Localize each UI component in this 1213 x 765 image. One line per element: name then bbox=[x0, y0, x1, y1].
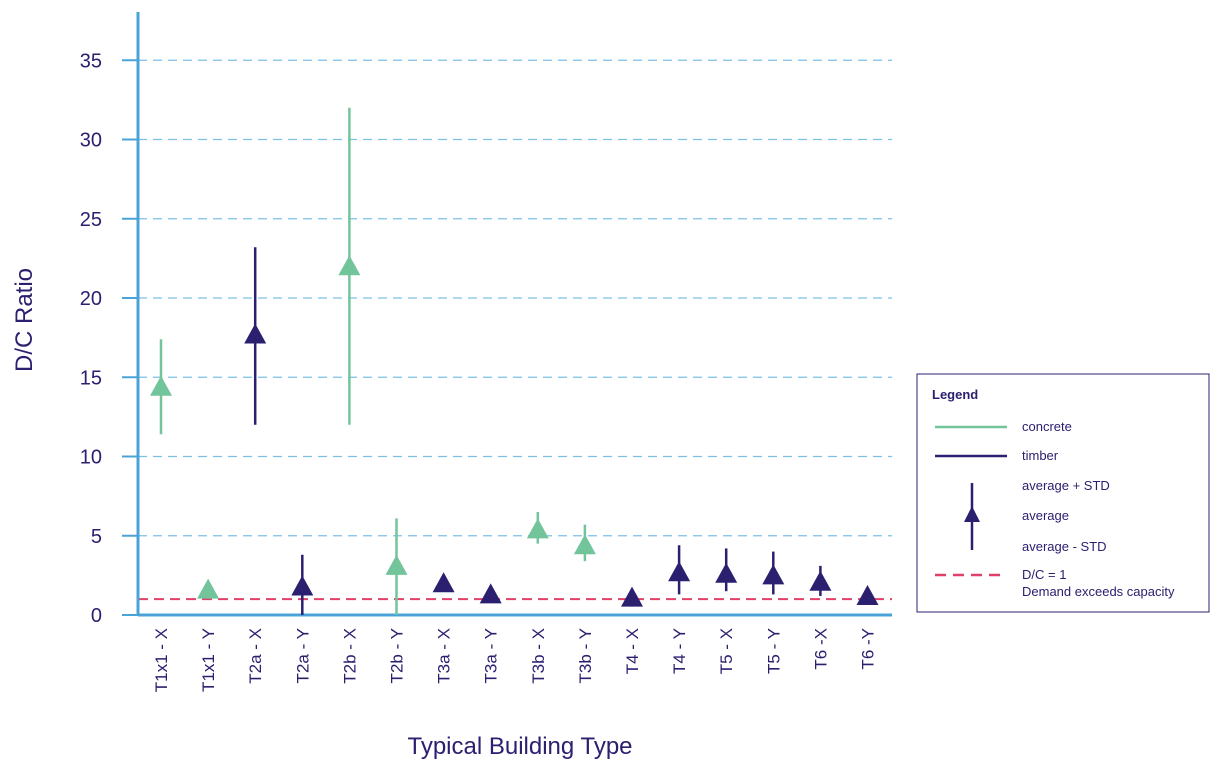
average-marker bbox=[385, 554, 408, 575]
legend-title: Legend bbox=[932, 387, 978, 402]
legend-avg: average bbox=[1022, 508, 1069, 523]
x-category-label: T6 -X bbox=[811, 628, 830, 670]
average-marker bbox=[479, 583, 502, 604]
data-marks bbox=[150, 107, 879, 615]
y-tick-label: 30 bbox=[80, 130, 102, 152]
y-axis-title: D/C Ratio bbox=[11, 268, 38, 372]
y-tick-label: 20 bbox=[80, 288, 102, 310]
x-category-label: T2b - X bbox=[340, 628, 359, 684]
x-category-label: T3b - Y bbox=[576, 628, 595, 683]
y-tick-labels: 0 5 10 15 20 25 30 35 bbox=[80, 50, 138, 627]
y-tick-label: 15 bbox=[80, 367, 102, 389]
average-marker bbox=[621, 586, 643, 607]
average-marker bbox=[291, 575, 314, 596]
x-axis-title: Typical Building Type bbox=[407, 733, 632, 760]
x-category-label: T2a - X bbox=[246, 628, 265, 684]
legend-avg-minus-std: average - STD bbox=[1022, 539, 1107, 554]
average-marker bbox=[809, 570, 832, 591]
average-marker bbox=[244, 323, 267, 344]
x-category-label: T1x1 - Y bbox=[199, 628, 218, 692]
x-category-label: T4 - Y bbox=[670, 628, 689, 674]
grid-lines bbox=[138, 59, 892, 537]
legend-threshold-label: D/C = 1 bbox=[1022, 567, 1066, 582]
y-tick-label: 0 bbox=[91, 605, 102, 627]
legend-box bbox=[916, 373, 1210, 613]
x-category-label: T5 - Y bbox=[764, 628, 783, 674]
x-category-labels: T1x1 - X T1x1 - Y T2a - X T2a - Y T2b - X T2b… bbox=[152, 628, 878, 692]
average-marker bbox=[668, 561, 691, 582]
x-category-label: T2b - Y bbox=[388, 628, 407, 683]
axes bbox=[136, 12, 892, 617]
average-marker bbox=[338, 255, 361, 276]
x-category-label: T5 - X bbox=[717, 628, 736, 674]
x-category-label: T3a - Y bbox=[482, 628, 501, 683]
legend-average-marker bbox=[964, 506, 980, 522]
legend-timber-label: timber bbox=[1022, 448, 1059, 463]
average-marker bbox=[715, 562, 738, 583]
y-tick-label: 35 bbox=[80, 50, 102, 72]
legend-threshold-sublabel: Demand exceeds capacity bbox=[1022, 584, 1175, 599]
average-marker bbox=[150, 375, 172, 396]
legend: Legend concrete timber average + STD ave… bbox=[916, 373, 1210, 613]
x-category-label: T1x1 - X bbox=[152, 628, 171, 692]
legend-concrete-label: concrete bbox=[1022, 419, 1072, 434]
y-tick-label: 5 bbox=[91, 526, 102, 548]
y-tick-label: 25 bbox=[80, 209, 102, 231]
x-category-label: T4 - X bbox=[623, 628, 642, 674]
x-category-label: T2a - Y bbox=[293, 628, 312, 683]
legend-avg-plus-std: average + STD bbox=[1022, 478, 1110, 493]
x-category-label: T3b - X bbox=[529, 628, 548, 684]
average-marker bbox=[762, 564, 785, 585]
average-marker bbox=[526, 518, 549, 539]
average-marker bbox=[856, 584, 879, 605]
x-category-label: T3a - X bbox=[435, 628, 454, 684]
average-marker bbox=[432, 572, 455, 593]
y-tick-label: 10 bbox=[80, 447, 102, 469]
x-category-label: T6 -Y bbox=[859, 628, 878, 670]
average-marker bbox=[197, 578, 220, 599]
average-marker bbox=[573, 534, 596, 555]
